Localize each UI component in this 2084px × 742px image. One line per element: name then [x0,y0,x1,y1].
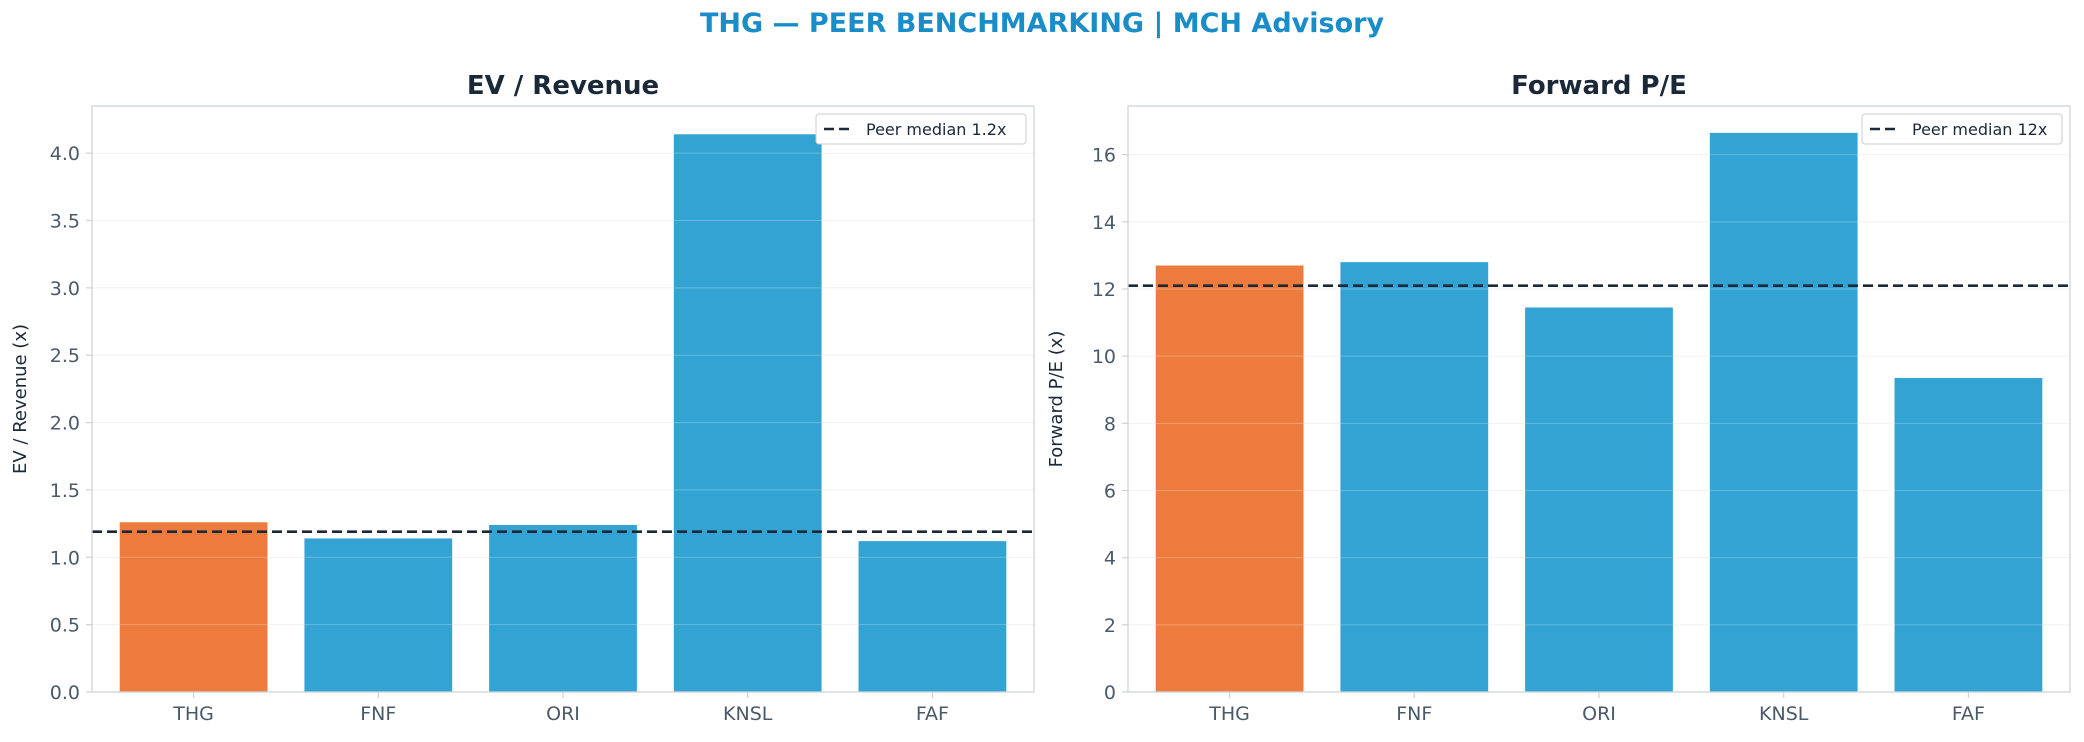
panel-2-ytick-label: 14 [1092,212,1116,234]
panel-2-xtick-label-thg: THG [1208,703,1250,725]
panel-1-ytick-label: 2.5 [50,345,80,367]
panel-1-ytick-label: 3.5 [50,211,80,233]
panel-2-xtick-label-knsl: KNSL [1759,703,1809,725]
panel-2-xtick-label-ori: ORI [1582,703,1616,725]
panel-1-title: EV / Revenue [467,71,659,101]
panel-2-bar-knsl [1709,132,1858,692]
panel-2-xtick-label-faf: FAF [1952,703,1985,725]
panel-2-bar-faf [1894,378,2043,692]
panel-2-ytick-label: 8 [1104,413,1116,435]
panel-2-bar-thg [1155,265,1304,692]
panel-2-xtick-label-fnf: FNF [1396,703,1432,725]
panel-1-legend-label: Peer median 1.2x [866,120,1006,139]
panel-1-ytick-label: 1.0 [50,547,80,569]
panel-1-ytick-label: 2.0 [50,413,80,435]
panel-2-bar-ori [1525,307,1673,692]
panel-1-bar-knsl [673,134,822,692]
panel-2-ytick-label: 4 [1104,548,1116,570]
panel-1-ylabel: EV / Revenue (x) [10,324,31,474]
panel-1-bar-faf [858,541,1007,692]
panel-2-ytick-label: 6 [1104,481,1116,503]
panel-2-ytick-label: 16 [1092,145,1116,167]
panel-2-ytick-label: 2 [1104,615,1116,637]
panel-2-ytick-label: 10 [1092,346,1116,368]
panel-2-legend-box [1861,113,2063,145]
panel-1-bar-thg [119,522,268,692]
panel-2-title: Forward P/E [1511,71,1687,101]
panel-2-bar-fnf [1340,262,1489,692]
panel-2-ylabel: Forward P/E (x) [1046,331,1067,468]
panel-2-ytick-label: 0 [1104,682,1116,704]
panel-1-bar-ori [489,524,637,692]
panel-1-xtick-label-ori: ORI [546,703,580,725]
panel-1-legend-box [815,113,1027,145]
panel-1-xtick-label-faf: FAF [916,703,949,725]
panel-1-bar-fnf [304,538,453,692]
figure-suptitle: THG — PEER BENCHMARKING | MCH Advisory [699,8,1385,39]
panel-1-xtick-label-thg: THG [172,703,214,725]
panel-1-ytick-label: 0.5 [50,615,80,637]
panel-1-xtick-label-knsl: KNSL [723,703,773,725]
panel-2-ytick-label: 12 [1092,279,1116,301]
panel-1-ytick-label: 4.0 [50,143,80,165]
panel-2-legend-label: Peer median 12x [1912,120,2047,139]
panel-1-ytick-label: 0.0 [50,682,80,704]
panel-1-xtick-label-fnf: FNF [360,703,396,725]
panel-1-ytick-label: 1.5 [50,480,80,502]
panel-1-ytick-label: 3.0 [50,278,80,300]
